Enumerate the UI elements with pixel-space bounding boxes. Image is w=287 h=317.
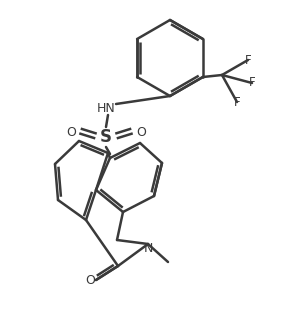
Text: O: O [136, 126, 146, 139]
Text: HN: HN [97, 101, 115, 114]
Text: O: O [85, 274, 95, 287]
Text: S: S [100, 128, 112, 146]
Text: N: N [143, 243, 153, 256]
Text: O: O [66, 126, 76, 139]
Text: F: F [245, 54, 251, 67]
Text: F: F [234, 95, 240, 108]
Text: F: F [249, 76, 255, 89]
